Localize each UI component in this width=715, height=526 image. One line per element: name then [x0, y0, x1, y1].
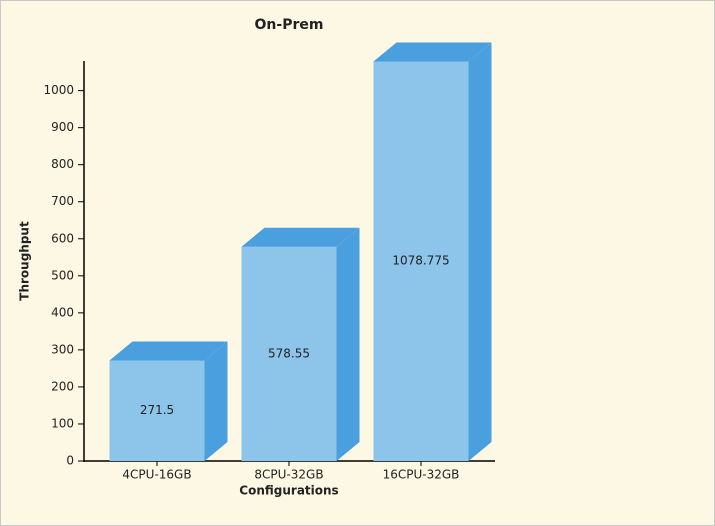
- y-tick-label: 800: [51, 157, 74, 171]
- y-tick-label: 1000: [43, 83, 74, 97]
- value-label: 271.5: [140, 403, 174, 417]
- bar-side: [336, 227, 360, 461]
- x-tick-label: 16CPU-32GB: [383, 468, 460, 482]
- value-label: 578.55: [268, 346, 310, 360]
- bar-side: [468, 42, 492, 461]
- y-tick-label: 600: [51, 231, 74, 245]
- x-tick-label: 8CPU-32GB: [254, 468, 323, 482]
- value-label: 1078.775: [392, 254, 449, 268]
- y-axis-title: Throughput: [18, 221, 32, 301]
- bar-top: [241, 227, 360, 247]
- bar: [241, 246, 337, 461]
- y-tick-label: 500: [51, 268, 74, 282]
- bar-side: [204, 341, 228, 461]
- bar: [373, 61, 469, 461]
- y-tick-label: 400: [51, 305, 74, 319]
- y-tick-label: 0: [66, 454, 74, 468]
- y-tick-label: 900: [51, 120, 74, 134]
- y-tick-label: 100: [51, 416, 74, 430]
- y-tick-label: 300: [51, 342, 74, 356]
- x-tick-label: 4CPU-16GB: [122, 468, 191, 482]
- y-tick-label: 200: [51, 379, 74, 393]
- y-tick-label: 700: [51, 194, 74, 208]
- chart-title: On-Prem: [255, 17, 324, 33]
- bar-top: [373, 42, 492, 62]
- x-axis-title: Configurations: [239, 484, 338, 498]
- bar: [109, 360, 205, 461]
- bar-top: [109, 341, 228, 361]
